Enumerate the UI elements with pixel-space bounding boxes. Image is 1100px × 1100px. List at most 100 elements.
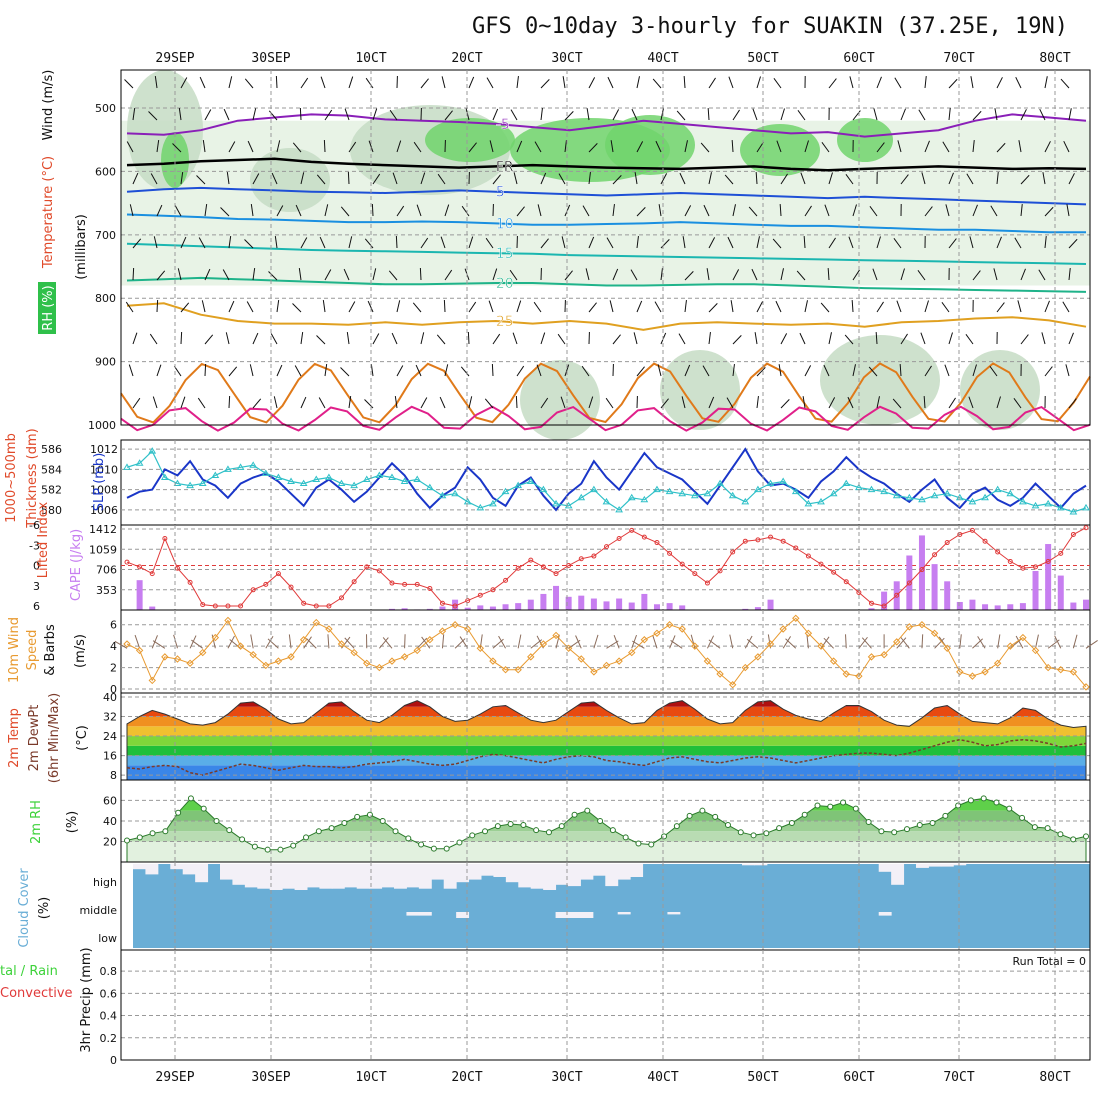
wind-barb <box>180 77 188 89</box>
wind-barb <box>389 109 398 121</box>
wind-barb <box>683 75 686 89</box>
cloud-high-gap <box>580 864 594 880</box>
date-label-bottom: 29SEP <box>155 1070 194 1085</box>
wind-barb <box>318 397 326 409</box>
wind-barb <box>636 366 645 377</box>
wind-barb <box>129 204 134 217</box>
wind-barb <box>900 268 905 281</box>
slp-tick: 1012 <box>90 443 118 456</box>
wind-barb <box>708 332 711 345</box>
wind-point <box>1044 663 1052 672</box>
wind-barb-10m <box>934 637 945 649</box>
wind-barb <box>876 396 880 409</box>
wind-barb-10m <box>593 634 599 649</box>
wind-barb <box>1068 173 1075 185</box>
wind-barb <box>444 204 450 217</box>
wind-barb-10m <box>288 634 292 649</box>
wind-barb <box>180 236 187 249</box>
wind-barb-10m <box>959 634 962 649</box>
pressure-tick: 600 <box>95 165 116 178</box>
wind-barb <box>612 204 615 217</box>
cape-bar <box>1045 544 1052 610</box>
contour-20 <box>126 276 1087 293</box>
lifted-point <box>187 579 193 585</box>
wind-barb <box>204 363 207 377</box>
wind-barb-10m <box>1054 635 1062 649</box>
wind-barb <box>612 268 619 281</box>
slp-frame <box>120 439 1091 526</box>
wind-point <box>224 616 232 625</box>
wind-barb <box>316 335 326 345</box>
thickness-point <box>514 481 523 489</box>
rh-band <box>127 798 1086 801</box>
wind-barb <box>274 236 278 249</box>
cloud-high-gap <box>916 864 929 868</box>
wind-barb-10m <box>900 636 910 649</box>
wind-barb <box>852 269 860 281</box>
wind-barb <box>154 76 158 89</box>
thickness-point <box>930 491 939 499</box>
lifted-point <box>843 579 849 585</box>
cape-bar <box>515 603 522 610</box>
cloud-high-gap <box>555 864 569 885</box>
wind-barb <box>660 108 664 121</box>
date-label-bottom: 60CT <box>843 1070 874 1085</box>
cloud-high-gap <box>530 864 544 889</box>
wind-barb <box>468 396 473 409</box>
wind-point <box>514 666 522 674</box>
wind-point <box>388 657 396 665</box>
cape-tick: 706 <box>96 564 117 577</box>
wind-barb <box>702 365 710 377</box>
wind-frame <box>120 609 1091 694</box>
wind-barb <box>996 302 1005 313</box>
wind-speed-line <box>126 617 1087 688</box>
wind-barb <box>492 108 499 121</box>
thickness-point <box>501 487 510 495</box>
wind-barb <box>564 111 574 121</box>
wind-barb <box>420 332 425 345</box>
wind-barb-10m <box>267 638 279 649</box>
wind-barb <box>1044 236 1047 249</box>
wind-barb <box>372 173 381 185</box>
wind-barb <box>876 236 881 249</box>
wind-barb <box>484 398 494 409</box>
wind-barb <box>534 141 542 153</box>
thickness-point <box>766 479 775 487</box>
temperature-axis-label: Temperature (°C) <box>41 156 56 269</box>
date-label-top: 20CT <box>451 51 482 66</box>
wind-barb <box>660 239 670 249</box>
cloud-middle-gap <box>406 912 420 916</box>
cloud-middle-gap <box>568 912 581 918</box>
wind-barb-10m <box>706 635 715 649</box>
wind-barb <box>197 397 206 409</box>
lifted-point <box>566 563 572 568</box>
wind-barb-10m <box>997 634 1001 649</box>
wind-barb <box>730 300 734 313</box>
lifted-point <box>200 602 206 608</box>
date-label-top: 10CT <box>355 51 386 66</box>
contour-label: 25 <box>496 314 514 330</box>
wind-barb <box>512 332 518 345</box>
rh-point <box>622 834 629 841</box>
thickness-point <box>552 499 560 507</box>
cape-bar <box>641 593 648 610</box>
wind-barb <box>732 364 735 377</box>
contour-label: 10 <box>496 216 514 232</box>
lifted-point <box>717 568 723 574</box>
run-total: Run Total = 0 <box>1013 955 1087 968</box>
wind-barb <box>948 78 958 89</box>
rh-axis-label: RH (%) <box>41 285 56 330</box>
wind-barb <box>679 172 686 185</box>
date-label-top: 29SEP <box>155 51 194 66</box>
rh-point <box>776 825 783 832</box>
wind-barb <box>972 204 978 217</box>
thickness-point <box>211 471 220 478</box>
rh-point <box>213 817 220 824</box>
cloud-high-gap <box>406 864 420 888</box>
thickness-point <box>842 479 851 487</box>
precip-tick: 0.8 <box>100 965 118 978</box>
thickness-point <box>425 483 434 491</box>
wind-barb-10m <box>1085 640 1098 649</box>
wind-barb <box>562 76 566 89</box>
wind-barb <box>797 109 806 121</box>
